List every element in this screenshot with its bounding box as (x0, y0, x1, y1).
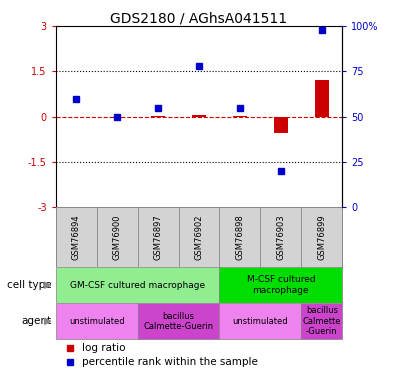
Text: GSM76899: GSM76899 (317, 214, 326, 260)
Bar (219, 267, 342, 303)
Bar (110, 117, 124, 118)
Bar (233, 116, 247, 117)
Text: bacillus
Calmette-Guerin: bacillus Calmette-Guerin (143, 312, 214, 331)
Text: GSM76894: GSM76894 (72, 214, 81, 260)
Bar (97, 207, 138, 267)
Text: GM-CSF cultured macrophage: GM-CSF cultured macrophage (70, 281, 205, 290)
Bar (219, 303, 301, 339)
Text: GSM76900: GSM76900 (113, 214, 122, 260)
Bar (151, 116, 165, 117)
Text: GSM76902: GSM76902 (195, 214, 203, 260)
Bar (138, 303, 219, 339)
Bar (301, 207, 342, 267)
Title: GDS2180 / AGhsA041511: GDS2180 / AGhsA041511 (110, 11, 288, 25)
Bar (315, 81, 329, 117)
Bar (301, 303, 342, 339)
Text: bacillus
Calmette
-Guerin: bacillus Calmette -Guerin (302, 306, 341, 336)
Text: M-CSF cultured
macrophage: M-CSF cultured macrophage (247, 276, 315, 295)
Bar (56, 303, 138, 339)
Text: GSM76897: GSM76897 (154, 214, 162, 260)
Bar (56, 267, 219, 303)
Text: agent: agent (21, 316, 52, 326)
Bar (260, 207, 301, 267)
Bar (56, 207, 97, 267)
Text: unstimulated: unstimulated (232, 317, 288, 326)
Bar (219, 207, 260, 267)
Text: log ratio: log ratio (82, 343, 125, 353)
Bar (179, 207, 219, 267)
Text: unstimulated: unstimulated (69, 317, 125, 326)
Text: GSM76903: GSM76903 (276, 214, 285, 260)
Text: cell type: cell type (7, 280, 52, 290)
Text: percentile rank within the sample: percentile rank within the sample (82, 357, 258, 367)
Bar (138, 207, 179, 267)
Bar (274, 117, 288, 133)
Text: GSM76898: GSM76898 (236, 214, 244, 260)
Bar (192, 115, 206, 117)
